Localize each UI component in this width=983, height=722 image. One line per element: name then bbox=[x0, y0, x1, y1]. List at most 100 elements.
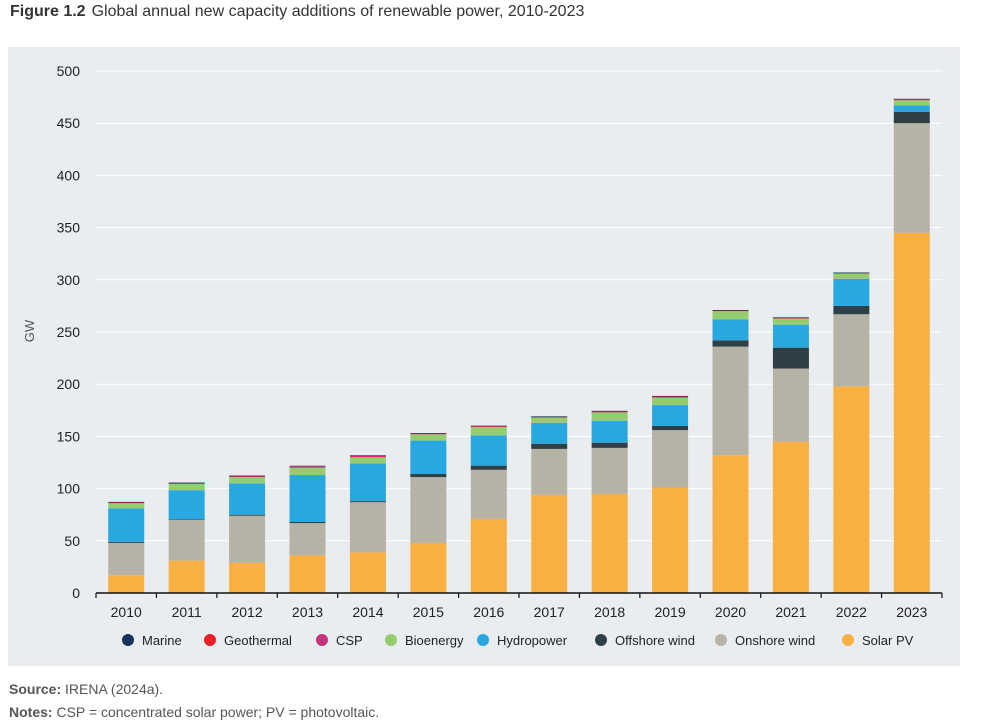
bar-segment-geothermal bbox=[652, 396, 689, 398]
bar-segment-csp bbox=[108, 502, 145, 504]
bar-segment-offshore-wind bbox=[712, 340, 749, 347]
x-tick-label: 2015 bbox=[413, 604, 444, 620]
bar-segment-csp bbox=[289, 466, 326, 468]
legend-marker-marine bbox=[122, 634, 134, 646]
bar-segment-marine bbox=[229, 475, 266, 477]
bar-segment-offshore-wind bbox=[349, 501, 386, 503]
bar-segment-geothermal bbox=[349, 455, 386, 457]
x-tick-label: 2013 bbox=[292, 604, 323, 620]
bar-segment-bioenergy bbox=[591, 412, 628, 421]
stacked-bar-chart: 0 50 100 150 200 250 300 350 400 450 500 GW 2010 2011… bbox=[22, 63, 943, 648]
y-tick-label: 350 bbox=[57, 220, 81, 236]
bar-segment-csp bbox=[168, 483, 205, 484]
x-tick-label: 2012 bbox=[231, 604, 262, 620]
bar-segment-geothermal bbox=[289, 466, 326, 467]
bar-segment-bioenergy bbox=[712, 311, 749, 320]
bar-segment-bioenergy bbox=[229, 477, 266, 484]
x-tick-label: 2020 bbox=[715, 604, 746, 620]
bar-segment-offshore-wind bbox=[531, 443, 568, 449]
bar-segment-offshore-wind bbox=[289, 522, 326, 524]
bar-segment-bioenergy bbox=[833, 273, 870, 279]
bar-segment-marine bbox=[531, 416, 568, 417]
legend-label: Hydropower bbox=[497, 633, 568, 648]
bar-segment-hydropower bbox=[531, 422, 568, 444]
y-tick-label: 50 bbox=[64, 533, 80, 549]
bar-segment-onshore-wind bbox=[531, 448, 568, 495]
legend-marker-geothermal bbox=[204, 634, 216, 646]
bar-segment-hydropower bbox=[470, 435, 507, 466]
figure-title-text: Global annual new capacity additions of … bbox=[91, 3, 585, 20]
bar-segment-csp bbox=[652, 397, 689, 398]
bar-segment-solar-pv bbox=[893, 232, 930, 593]
y-tick-label: 300 bbox=[57, 272, 81, 288]
bar-segment-bioenergy bbox=[893, 100, 930, 106]
bar-segment-hydropower bbox=[349, 463, 386, 502]
y-tick-label: 400 bbox=[57, 167, 81, 183]
bar-segment-offshore-wind bbox=[470, 465, 507, 470]
bar-segment-csp bbox=[229, 476, 266, 478]
bar-segment-offshore-wind bbox=[833, 305, 870, 315]
chart-panel: 0 50 100 150 200 250 300 350 400 450 500 GW 2010 2011… bbox=[8, 47, 960, 666]
bar-segment-solar-pv bbox=[712, 455, 749, 593]
x-tick-label: 2019 bbox=[654, 604, 685, 620]
notes-line: Notes: CSP = concentrated solar power; P… bbox=[9, 704, 379, 720]
legend-label: Marine bbox=[142, 633, 182, 648]
bar-segment-geothermal bbox=[893, 99, 930, 100]
bar-segment-onshore-wind bbox=[893, 123, 930, 233]
bar-segment-onshore-wind bbox=[168, 519, 205, 561]
legend-label: Geothermal bbox=[224, 633, 292, 648]
bar-segment-onshore-wind bbox=[772, 368, 809, 442]
bar-segment-onshore-wind bbox=[349, 502, 386, 553]
bar-segment-hydropower bbox=[229, 483, 266, 515]
bar-segment-bioenergy bbox=[470, 427, 507, 436]
bar-segment-offshore-wind bbox=[652, 425, 689, 431]
bar-segment-bioenergy bbox=[108, 503, 145, 509]
y-axis-label: GW bbox=[22, 319, 37, 342]
bar-segment-marine bbox=[108, 501, 145, 503]
y-tick-label: 500 bbox=[57, 63, 81, 79]
bar-segment-solar-pv bbox=[470, 518, 507, 593]
bar-segment-onshore-wind bbox=[229, 515, 266, 563]
bar-segment-offshore-wind bbox=[893, 111, 930, 124]
legend-marker-solar-pv bbox=[842, 634, 854, 646]
legend-label: Solar PV bbox=[862, 633, 914, 648]
bar-segment-offshore-wind bbox=[229, 514, 266, 516]
bar-segment-bioenergy bbox=[652, 397, 689, 406]
bar-segment-solar-pv bbox=[531, 494, 568, 593]
bar-segment-onshore-wind bbox=[289, 523, 326, 556]
bar-segment-bioenergy bbox=[168, 483, 205, 491]
bar-segment-marine bbox=[591, 410, 628, 412]
x-tick-label: 2017 bbox=[534, 604, 565, 620]
bar-segment-csp bbox=[410, 433, 447, 435]
bar-segment-marine bbox=[349, 455, 386, 456]
bar-segment-hydropower bbox=[652, 405, 689, 426]
bar-segment-solar-pv bbox=[772, 441, 809, 593]
source-line: Source: IRENA (2024a). bbox=[9, 681, 163, 697]
x-tick-label: 2021 bbox=[775, 604, 806, 620]
bar-segment-offshore-wind bbox=[772, 347, 809, 369]
bar-segment-hydropower bbox=[712, 319, 749, 341]
legend-marker-onshore-wind bbox=[715, 634, 727, 646]
bar-segment-marine bbox=[652, 395, 689, 397]
x-tick-label: 2018 bbox=[594, 604, 625, 620]
bar-segment-solar-pv bbox=[410, 542, 447, 593]
source-text: IRENA (2024a). bbox=[65, 681, 164, 697]
y-tick-label: 200 bbox=[57, 376, 81, 392]
bar-segment-marine bbox=[833, 272, 870, 274]
y-tick-label: 250 bbox=[57, 324, 81, 340]
bar-segment-solar-pv bbox=[833, 386, 870, 593]
x-tick-label: 2022 bbox=[836, 604, 867, 620]
notes-label: Notes: bbox=[9, 704, 53, 720]
bar-segment-onshore-wind bbox=[652, 430, 689, 488]
y-tick-label: 0 bbox=[72, 585, 80, 601]
bar-segment-geothermal bbox=[712, 310, 749, 312]
bar-segment-bioenergy bbox=[349, 457, 386, 464]
bar-segment-solar-pv bbox=[168, 560, 205, 593]
x-tick-label: 2016 bbox=[473, 604, 504, 620]
bar-segment-geothermal bbox=[531, 416, 568, 418]
bar-segment-hydropower bbox=[893, 105, 930, 112]
bar-segment-hydropower bbox=[289, 475, 326, 523]
bar-segment-onshore-wind bbox=[470, 469, 507, 519]
y-tick-label: 450 bbox=[57, 115, 81, 131]
bar-segment-marine bbox=[712, 309, 749, 311]
